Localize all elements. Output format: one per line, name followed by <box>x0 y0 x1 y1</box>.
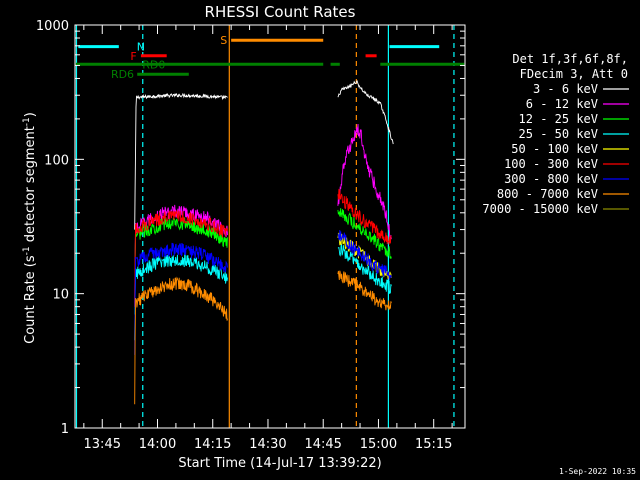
y-axis-label-exponent: -1 <box>22 117 32 126</box>
x-tick-label: 15:15 <box>415 437 452 452</box>
series-line <box>134 242 228 355</box>
series-line <box>337 241 392 294</box>
x-tick-label: 15:00 <box>360 437 397 452</box>
y-axis-label-part: ) <box>23 112 38 117</box>
legend-label: 12 - 25 keV <box>519 112 598 126</box>
series-line <box>134 92 228 230</box>
state-bar-label: N <box>137 41 145 54</box>
legend: Det 1f,3f,6f,8f, FDecim 3, Att 0 3 - 6 k… <box>482 52 629 216</box>
series-line <box>337 123 392 242</box>
series-line <box>337 229 392 281</box>
y-tick-label: 100 <box>44 153 69 168</box>
legend-label: 800 - 7000 keV <box>497 187 598 201</box>
series-line <box>134 210 228 307</box>
chart-title: RHESSI Count Rates <box>205 3 356 21</box>
x-axis: 13:45 14:00 14:15 14:30 14:45 15:00 15:15 <box>83 25 453 452</box>
y-tick-label: 10 <box>52 288 69 303</box>
series-line <box>337 270 392 311</box>
x-tick-label: 14:00 <box>139 437 176 452</box>
y-axis-label-exponent: -1 <box>22 246 32 255</box>
series-line <box>337 208 392 259</box>
x-tick-label: 14:15 <box>194 437 231 452</box>
series-line <box>337 79 394 145</box>
legend-header-line: FDecim 3, Att 0 <box>520 67 628 81</box>
x-tick-label: 14:45 <box>304 437 341 452</box>
y-axis: 1 10 100 1000 <box>36 19 465 437</box>
state-bar-label: S <box>220 34 227 47</box>
legend-label: 300 - 800 keV <box>504 172 598 186</box>
legend-label: 50 - 100 keV <box>511 142 598 156</box>
footer-timestamp: 1-Sep-2022 10:35 <box>559 467 636 476</box>
legend-label: 25 - 50 keV <box>519 127 598 141</box>
y-tick-label: 1 <box>61 422 69 437</box>
x-tick-label: 13:45 <box>84 437 121 452</box>
legend-header-line: Det 1f,3f,6f,8f, <box>512 52 628 66</box>
legend-label: 6 - 12 keV <box>526 97 598 111</box>
series-line <box>134 204 228 307</box>
state-bar-label: RD0 <box>142 58 165 71</box>
series-line <box>134 252 228 341</box>
state-bar-label: F <box>130 50 136 63</box>
y-axis-label-part: Count Rate (s <box>23 255 38 344</box>
legend-label: 100 - 300 keV <box>504 157 598 171</box>
y-axis-label: Count Rate (s-1 detector segment-1) <box>22 112 38 344</box>
series-line <box>337 188 392 245</box>
legend-label: 3 - 6 keV <box>533 82 598 96</box>
series-line <box>134 276 228 405</box>
y-tick-label: 1000 <box>36 19 69 34</box>
plot-frame <box>74 24 466 429</box>
x-tick-label: 14:30 <box>249 437 286 452</box>
state-bar-label: RD6 <box>111 68 134 81</box>
legend-label: 7000 - 15000 keV <box>482 202 598 216</box>
y-axis-label-part: detector segment <box>23 126 38 246</box>
x-axis-label: Start Time (14-Jul-17 13:39:22) <box>178 456 381 471</box>
